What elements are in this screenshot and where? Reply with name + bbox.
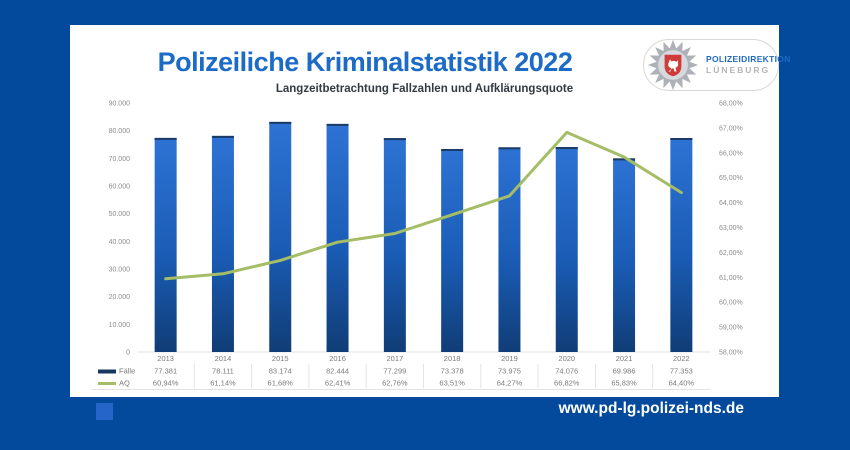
right-axis-tick: 61,00% (719, 275, 743, 282)
bar-cap-2013 (154, 137, 177, 140)
right-axis-tick: 64,00% (719, 200, 743, 207)
left-axis-tick: 20.000 (109, 294, 131, 301)
bar-2021 (613, 158, 636, 352)
cases-value: 77.299 (383, 367, 406, 376)
legend-cases-swatch (98, 369, 116, 374)
cases-value: 69.986 (613, 367, 636, 376)
bar-2022 (670, 137, 693, 352)
left-axis-tick: 50.000 (109, 211, 131, 218)
year-label: 2015 (272, 354, 289, 363)
bar-cap-2018 (441, 148, 464, 151)
website-url: www.pd-lg.polizei-nds.de (558, 400, 744, 417)
report-title: Polizeiliche Kriminalstatistik 2022 (157, 47, 573, 77)
cases-value: 73.975 (498, 367, 521, 376)
police-logo: POLIZEIDIREKTION LÜNEBURG (643, 39, 790, 91)
aq-value: 64,27% (497, 379, 523, 388)
bar-cap-2017 (383, 138, 406, 141)
aq-value: 65,83% (611, 379, 637, 388)
bar-2014 (211, 135, 234, 352)
left-axis-tick: 70.000 (109, 156, 131, 163)
aq-line (164, 130, 683, 281)
police-star-icon (647, 39, 699, 91)
year-label: 2020 (558, 354, 575, 363)
bar-2016 (326, 123, 349, 352)
aq-value: 62,76% (382, 379, 408, 388)
cases-value: 77.381 (154, 367, 177, 376)
year-label: 2014 (215, 354, 232, 363)
crime-statistics-chart: 0 10.000 20.000 30.000 40.000 50.000 60.000 70.… (92, 101, 743, 390)
right-axis-tick: 58,00% (719, 350, 743, 357)
left-axis-tick: 0 (126, 350, 130, 357)
legend-cases-label: Fälle (119, 367, 135, 376)
cases-value: 77.353 (670, 367, 693, 376)
bar-cap-2014 (211, 135, 234, 138)
year-label: 2016 (329, 354, 346, 363)
bar-2020 (555, 147, 578, 352)
aq-value: 61,14% (210, 379, 236, 388)
right-axis-tick: 68,00% (719, 101, 743, 108)
bar-cap-2020 (555, 147, 578, 150)
cases-value: 74.076 (555, 367, 578, 376)
aq-value: 66,82% (554, 379, 580, 388)
year-label: 2017 (387, 354, 404, 363)
aq-value: 63,51% (439, 379, 465, 388)
bar-cap-2019 (498, 147, 521, 150)
year-label: 2022 (673, 354, 690, 363)
left-axis-tick: 40.000 (109, 239, 131, 246)
accent-square (96, 403, 113, 420)
bar-2013 (154, 137, 177, 352)
bar-cap-2015 (269, 121, 292, 124)
right-axis-tick: 65,00% (719, 175, 743, 182)
legend-aq-swatch (98, 382, 116, 385)
aq-value: 60,94% (153, 379, 179, 388)
right-axis-tick: 67,00% (719, 125, 743, 132)
left-axis-tick: 90.000 (109, 101, 131, 108)
right-axis-tick: 59,00% (719, 325, 743, 332)
bar-2018 (441, 148, 464, 352)
bar-2015 (269, 121, 292, 352)
bar-2019 (498, 147, 521, 352)
report-subtitle: Langzeitbetrachtung Fallzahlen und Aufkl… (275, 83, 574, 95)
left-axis-tick: 10.000 (109, 322, 131, 329)
year-label: 2019 (501, 354, 518, 363)
bar-2017 (383, 138, 406, 352)
year-label: 2021 (616, 354, 633, 363)
logo-text: POLIZEIDIREKTION LÜNEBURG (706, 54, 791, 75)
cases-value: 82.444 (326, 367, 349, 376)
logo-org-city: LÜNEBURG (706, 65, 771, 75)
cases-value: 83.174 (269, 367, 292, 376)
logo-org-name: POLIZEIDIREKTION (706, 54, 791, 65)
left-axis-tick: 60.000 (109, 184, 131, 191)
right-axis-tick: 60,00% (719, 300, 743, 307)
aq-value: 61,68% (268, 379, 294, 388)
cases-value: 73.378 (441, 367, 464, 376)
bar-cap-2016 (326, 123, 349, 126)
year-label: 2013 (157, 354, 174, 363)
aq-value: 64,40% (669, 379, 695, 388)
left-axis-tick: 80.000 (109, 128, 131, 135)
saxony-horse (668, 59, 679, 72)
aq-value: 62,41% (325, 379, 351, 388)
report-card: Polizeiliche Kriminalstatistik 2022 Lang… (70, 25, 790, 397)
bar-cap-2021 (613, 158, 636, 161)
cases-value: 78.111 (212, 367, 234, 376)
legend-aq-label: AQ (119, 379, 130, 388)
right-axis-tick: 62,00% (719, 250, 743, 257)
right-axis-tick: 63,00% (719, 225, 743, 232)
right-axis-tick: 66,00% (719, 150, 743, 157)
year-label: 2018 (444, 354, 461, 363)
left-axis-tick: 30.000 (109, 267, 131, 274)
bar-cap-2022 (670, 137, 693, 140)
